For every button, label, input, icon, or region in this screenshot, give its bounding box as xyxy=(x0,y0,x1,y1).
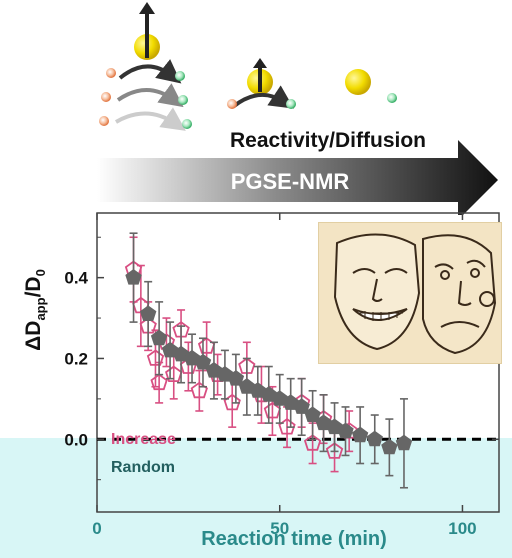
data-point xyxy=(125,268,142,285)
data-point xyxy=(146,349,165,366)
catalyst-high-spin-icon xyxy=(134,2,160,60)
reaction-arc-icon xyxy=(232,85,294,109)
data-point xyxy=(150,329,168,346)
y-tick-label: 0.0 xyxy=(64,430,88,449)
data-point xyxy=(395,434,413,451)
x-tick-label: 0 xyxy=(92,519,101,538)
data-point xyxy=(150,373,168,391)
data-point xyxy=(263,401,282,419)
reactant-molecule-icon xyxy=(99,68,116,126)
series-random xyxy=(125,232,413,489)
inset-illustration xyxy=(318,222,502,364)
data-point xyxy=(303,434,322,451)
gradient-arrow xyxy=(97,140,498,215)
reactivity-label: Reactivity/Diffusion xyxy=(230,129,426,152)
reactant-molecule-icon xyxy=(227,99,237,109)
y-tick-label: 0.4 xyxy=(64,269,88,288)
catalyst-medium-spin-icon xyxy=(247,58,273,95)
data-point xyxy=(165,365,183,383)
product-molecule-icon xyxy=(175,71,192,129)
data-point xyxy=(293,398,310,414)
data-point xyxy=(337,422,354,439)
data-point xyxy=(351,426,369,443)
data-point xyxy=(140,305,157,321)
data-point xyxy=(381,438,398,455)
x-axis-label: Reaction time (min) xyxy=(201,528,387,550)
data-point xyxy=(325,442,344,459)
data-point xyxy=(194,353,212,370)
data-marks xyxy=(124,232,413,489)
data-point xyxy=(366,430,383,447)
product-molecule-icon xyxy=(286,99,296,109)
x-tick-label: 50 xyxy=(270,519,289,538)
method-label: PGSE-NMR xyxy=(231,169,350,194)
data-point xyxy=(304,406,321,422)
legend-background xyxy=(0,438,512,558)
product-molecule-icon xyxy=(387,93,397,103)
reaction-arc-icon xyxy=(114,59,186,131)
crying-mask-icon xyxy=(422,234,497,355)
smiling-mask-icon xyxy=(333,233,421,351)
y-axis-label: ΔDapp/D0 xyxy=(22,269,48,351)
y-tick-label: 0.2 xyxy=(64,349,88,368)
data-point xyxy=(227,370,245,386)
x-tick-label: 100 xyxy=(448,519,476,538)
catalyst-no-spin-icon xyxy=(345,69,371,95)
legend-random: Random xyxy=(111,459,175,476)
axis-ticks: 0 50 100 0.0 0.2 0.4 xyxy=(64,213,499,538)
legend-increase: Increase xyxy=(111,431,176,448)
reaction-scheme: Reactivity/Diffusion PGSE-NMR xyxy=(97,2,498,215)
